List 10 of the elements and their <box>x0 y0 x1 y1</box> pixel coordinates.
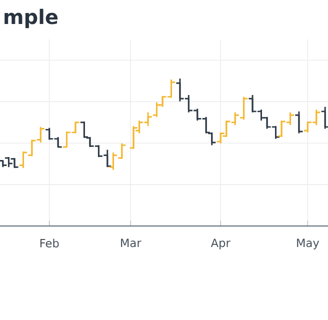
x-tick-label: Feb <box>40 238 59 248</box>
chart-title: mple <box>4 8 58 28</box>
x-tick-label: May <box>297 238 320 250</box>
candlestick <box>117 142 126 160</box>
x-tick-label: Mar <box>121 238 142 248</box>
candlestick <box>18 150 28 169</box>
candlestick <box>294 110 304 134</box>
x-tick-label: Apr <box>210 238 230 250</box>
candlestick <box>108 152 118 171</box>
candlestick <box>239 96 248 120</box>
